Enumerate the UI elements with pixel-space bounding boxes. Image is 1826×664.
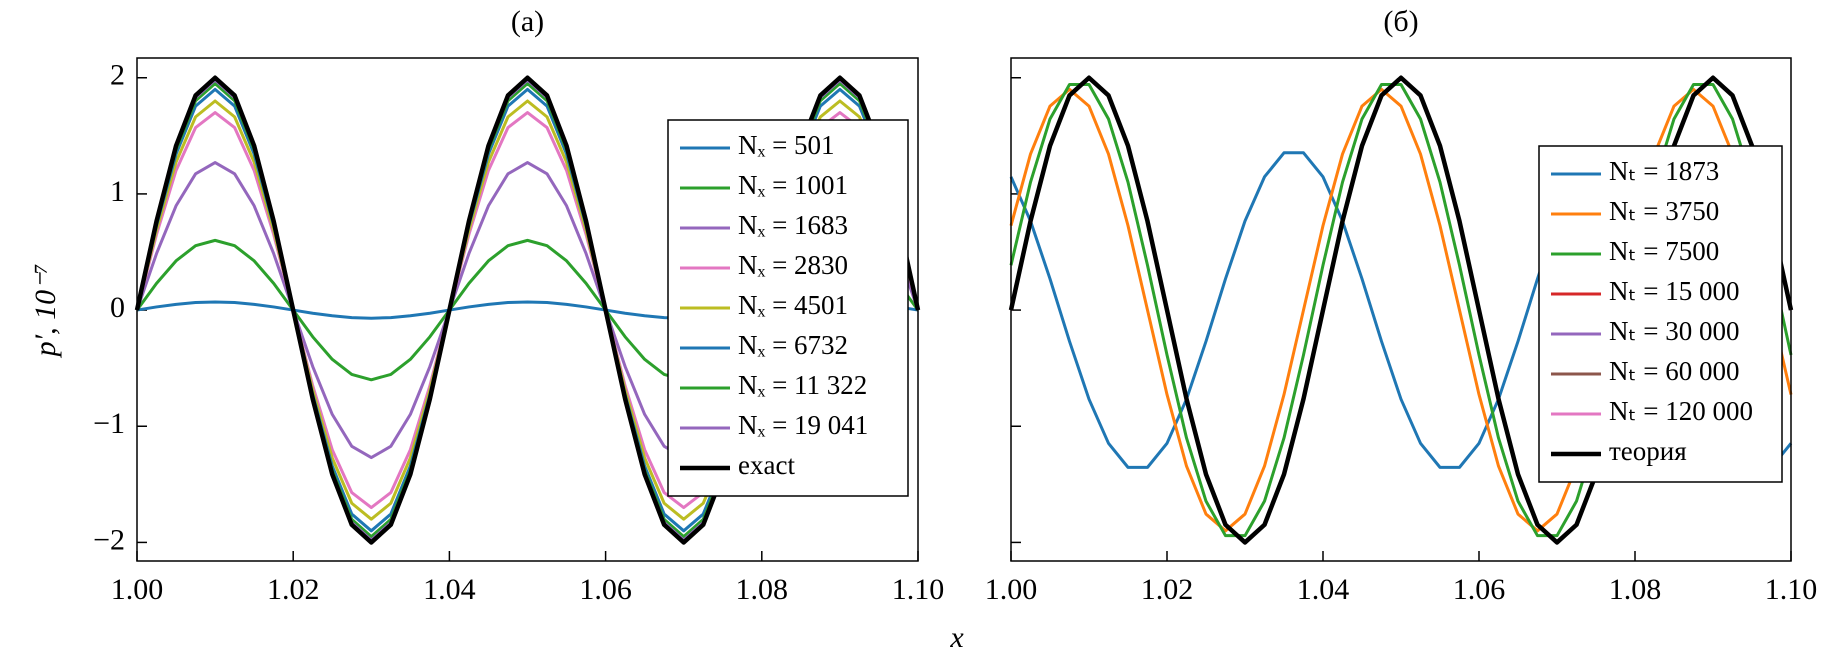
y-tick-label: 2	[110, 59, 125, 92]
legend-box	[1538, 145, 1783, 483]
legend-label: Nₜ = 15 000	[1609, 276, 1739, 306]
legend-label: Nₜ = 120 000	[1609, 396, 1753, 426]
legend-label: Nₓ = 2830	[738, 250, 848, 280]
panel-title: (a)	[511, 5, 544, 38]
y-tick-label: 0	[110, 291, 125, 324]
x-tick-label: 1.10	[1765, 573, 1818, 606]
legend-label: Nₜ = 60 000	[1609, 356, 1739, 386]
y-tick-label: 1	[110, 175, 125, 208]
y-tick-label: −1	[93, 407, 125, 440]
x-tick-label: 1.08	[1609, 573, 1662, 606]
x-axis-label: x	[949, 621, 964, 654]
panel: (a) −2 −1 0 1 2 1.00 1.02 1.04 1.06 1.08 1.10 Nₓ = 5…	[93, 5, 944, 606]
legend-label: Nₜ = 7500	[1609, 236, 1719, 266]
legend: Nₜ = 1873 Nₜ = 3750 Nₜ = 7500 Nₜ = 15 000 Nₜ…	[1538, 145, 1783, 483]
x-tick-label: 1.02	[1141, 573, 1194, 606]
legend-label: Nₓ = 11 322	[738, 370, 867, 400]
legend: Nₓ = 501 Nₓ = 1001 Nₓ = 1683 Nₓ = 2830 Nₓ = …	[667, 119, 909, 497]
plot-frame	[136, 57, 919, 562]
legend-label: Nₓ = 19 041	[738, 410, 868, 440]
x-tick-label: 1.06	[1453, 573, 1506, 606]
series-line	[1009, 87, 1793, 533]
y-axis-label: p′, 10⁻⁷	[29, 264, 62, 359]
legend-label: Nₓ = 501	[738, 130, 835, 160]
legend-label: Nₜ = 30 000	[1609, 316, 1739, 346]
x-tick-label: 1.06	[579, 573, 632, 606]
plot-frame	[1010, 57, 1792, 562]
legend-label: Nₓ = 1001	[738, 170, 848, 200]
legend-label: exact	[738, 450, 795, 480]
legend-label: Nₜ = 3750	[1609, 196, 1719, 226]
panel-title: (б)	[1383, 5, 1418, 38]
legend-label: Nₜ = 1873	[1609, 156, 1719, 186]
legend-label: Nₓ = 6732	[738, 330, 848, 360]
x-tick-label: 1.00	[111, 573, 164, 606]
x-tick-label: 1.08	[736, 573, 789, 606]
x-tick-label: 1.04	[1297, 573, 1350, 606]
x-tick-label: 1.04	[423, 573, 476, 606]
x-tick-label: 1.00	[985, 573, 1038, 606]
legend-label: Nₓ = 4501	[738, 290, 848, 320]
legend-label: Nₓ = 1683	[738, 210, 848, 240]
legend-label: теория	[1609, 436, 1687, 466]
x-tick-label: 1.10	[892, 573, 945, 606]
y-tick-label: −2	[93, 523, 125, 556]
x-tick-label: 1.02	[267, 573, 320, 606]
